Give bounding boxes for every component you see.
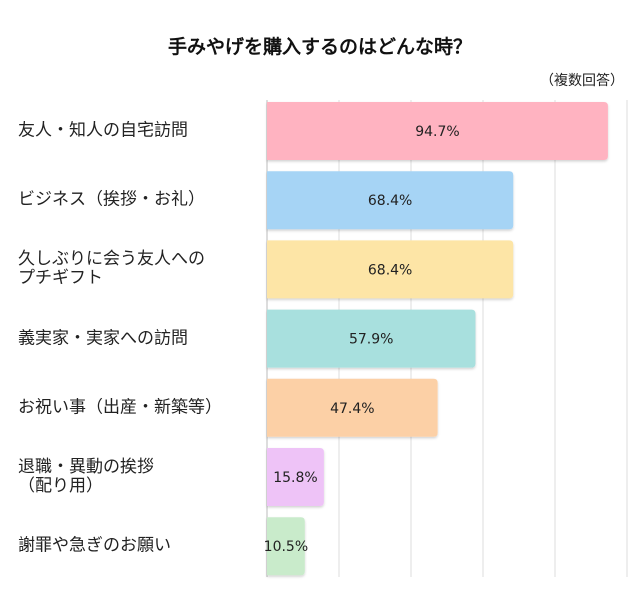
category-label: 義実家・実家への訪問 bbox=[18, 328, 188, 349]
value-label: 57.9% bbox=[349, 332, 393, 348]
value-label: 94.7% bbox=[415, 124, 459, 140]
bar bbox=[267, 517, 305, 576]
chart-title: 手みやげを購入するのはどんな時？ bbox=[167, 36, 472, 58]
value-label: 68.4% bbox=[368, 193, 412, 209]
value-label: 47.4% bbox=[330, 401, 374, 417]
category-label: 友人・知人の自宅訪問 bbox=[18, 120, 188, 141]
bar bbox=[267, 448, 324, 506]
category-label: 退職・異動の挨拶 （配り用） bbox=[18, 457, 154, 496]
category-label: ビジネス（挨拶・お礼） bbox=[18, 189, 205, 210]
category-label: 久しぶりに会う友人への プチギフト bbox=[18, 249, 205, 289]
bar bbox=[267, 309, 476, 368]
category-label: お祝い事（出産・新築等） bbox=[18, 397, 222, 418]
bar bbox=[267, 171, 514, 230]
value-label: 15.8% bbox=[273, 470, 317, 486]
bar bbox=[267, 378, 438, 437]
category-label: 謝罪や急ぎのお願い bbox=[18, 535, 171, 556]
value-label: 10.5% bbox=[264, 539, 308, 555]
bar bbox=[267, 102, 608, 160]
value-label: 68.4% bbox=[368, 262, 412, 278]
bar bbox=[267, 240, 514, 299]
chart-subtitle: （複数回答） bbox=[540, 73, 624, 89]
